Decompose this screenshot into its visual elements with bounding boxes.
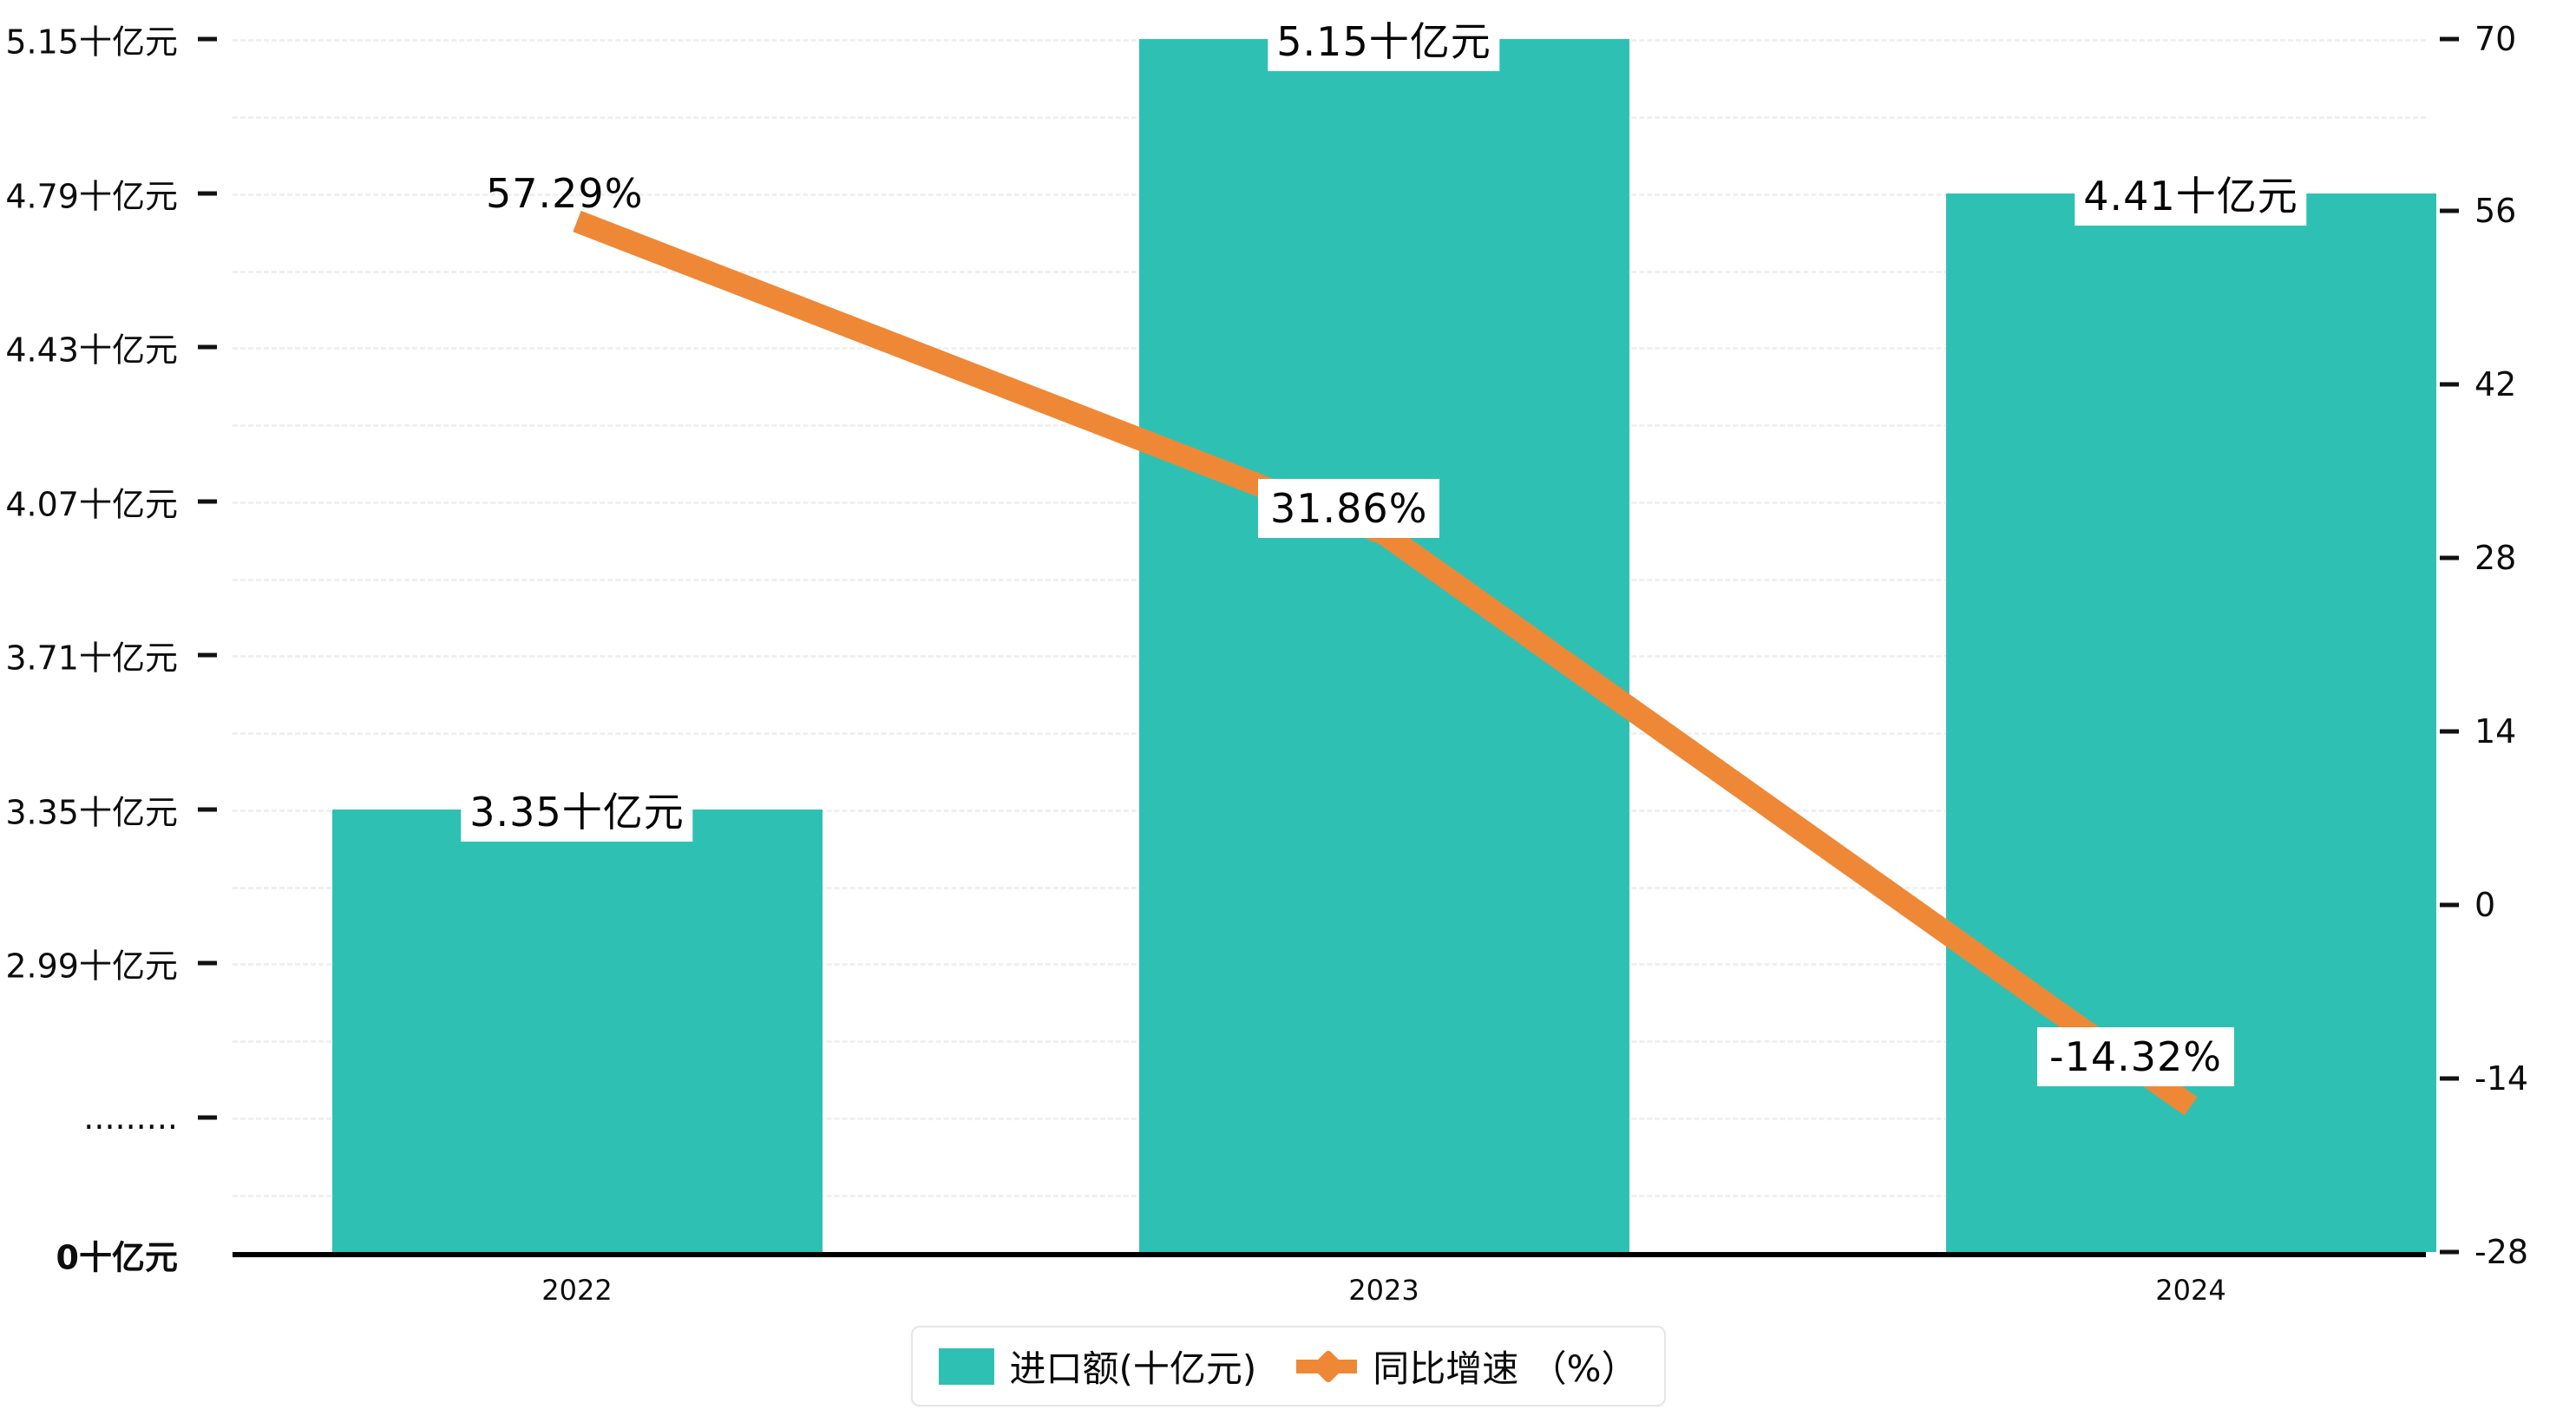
y-axis-right-tickmark xyxy=(2440,208,2459,213)
x-axis-tick-2024: 2024 xyxy=(2155,1274,2226,1307)
y-axis-left-tick-label: 4.07十亿元 xyxy=(5,485,178,524)
x-axis-tick-2023: 2023 xyxy=(1348,1274,1419,1307)
line-value-label-2022: 57.29% xyxy=(486,170,644,217)
y-axis-right-tick-label: 14 xyxy=(2474,712,2517,751)
y-axis-left-tick-label: 3.35十亿元 xyxy=(5,793,178,832)
legend-label-growth-rate: 同比增速 （%） xyxy=(1373,1347,1638,1390)
y-axis-right-tickmark xyxy=(2440,902,2459,908)
y-axis-right-tick-label: 0 xyxy=(2474,886,2496,924)
y-axis-left-tick-label: 0十亿元 xyxy=(56,1238,178,1277)
y-axis-left-tick-label: 4.43十亿元 xyxy=(5,331,178,370)
y-axis-right-tick-label: 28 xyxy=(2474,539,2517,577)
y-axis-left-tickmark xyxy=(198,36,217,42)
chart-legend[interactable]: 进口额(十亿元) 同比增速 （%） xyxy=(910,1326,1666,1406)
y-axis-left-tickmark xyxy=(198,652,217,658)
y-axis-left-tickmark xyxy=(198,344,217,350)
y-axis-right-tick-label: 42 xyxy=(2474,365,2517,403)
x-axis-tick-2022: 2022 xyxy=(541,1274,613,1307)
y-axis-left-tickmark xyxy=(198,960,217,966)
y-axis-right-tickmark xyxy=(2440,382,2459,387)
y-axis-right-tick-label: 56 xyxy=(2474,192,2517,230)
y-axis-left-tickmark xyxy=(198,1115,217,1120)
y-axis-left-tick-label-ellipsis: ......... xyxy=(83,1098,178,1137)
legend-item-growth-rate[interactable]: 同比增速 （%） xyxy=(1296,1340,1638,1393)
y-axis-right-tick-label: -14 xyxy=(2474,1059,2529,1098)
legend-label-import-value: 进口额(十亿元) xyxy=(1009,1347,1257,1390)
y-axis-left-tick-label: 4.79十亿元 xyxy=(5,177,178,216)
y-axis-right-tickmark xyxy=(2440,555,2459,560)
line-value-label-2024: -14.32% xyxy=(2037,1027,2234,1086)
bar-value-label-2023: 5.15十亿元 xyxy=(1268,7,1500,71)
y-axis-right-tickmark xyxy=(2440,1249,2459,1255)
y-axis-right-tickmark xyxy=(2440,1076,2459,1081)
bar-value-label-2024: 4.41十亿元 xyxy=(2075,161,2307,226)
y-axis-left-tickmark xyxy=(198,191,217,196)
y-axis-right-tick-label: 70 xyxy=(2474,20,2517,58)
y-axis-right-tickmark xyxy=(2440,729,2459,734)
bar-2022[interactable] xyxy=(332,810,823,1252)
y-axis-left-tick-label: 5.15十亿元 xyxy=(5,23,178,62)
legend-line-diamond-icon xyxy=(1296,1348,1358,1385)
x-axis-baseline xyxy=(233,1252,2426,1257)
y-axis-left-tick-label: 2.99十亿元 xyxy=(5,947,178,986)
legend-square-icon xyxy=(938,1347,994,1385)
legend-item-import-value[interactable]: 进口额(十亿元) xyxy=(938,1340,1256,1393)
line-value-label-2023: 31.86% xyxy=(1258,479,1440,538)
y-axis-right-tickmark xyxy=(2440,36,2459,42)
y-axis-left-tickmark xyxy=(198,807,217,812)
bar-value-label-2022: 3.35十亿元 xyxy=(461,777,693,842)
y-axis-right-tick-label: -28 xyxy=(2474,1233,2529,1271)
y-axis-left-tickmark xyxy=(198,499,217,504)
y-axis-left-tick-label: 3.71十亿元 xyxy=(5,639,178,678)
